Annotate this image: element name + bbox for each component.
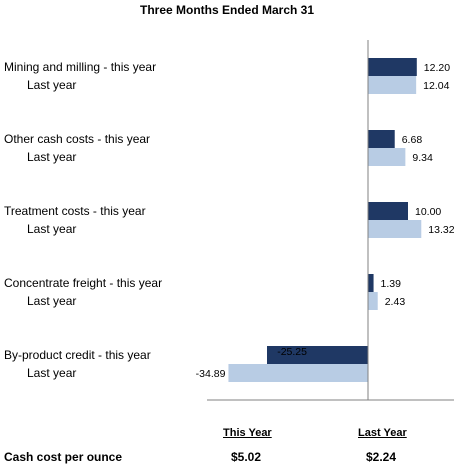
value-label-last-year-0: 12.04 [423, 80, 449, 92]
row-label-this-year-4: By-product credit - this year [4, 348, 151, 362]
value-label-this-year-3: 1.39 [381, 278, 402, 290]
row-label-last-year-1: Last year [27, 150, 76, 164]
value-label-this-year-0: 12.20 [424, 62, 450, 74]
bar-chart: Mining and milling - this year Last year O… [4, 40, 454, 401]
bar-this-year-3 [368, 274, 374, 292]
bar-this-year-4 [267, 346, 368, 364]
value-label-this-year-1: 6.68 [402, 134, 423, 146]
bars [228, 58, 422, 382]
row-label-this-year-3: Concentrate freight - this year [4, 276, 162, 290]
chart-title: Three Months Ended March 31 [139, 3, 315, 17]
value-label-last-year-3: 2.43 [385, 296, 406, 308]
value-label-this-year-4: -25.25 [277, 346, 307, 358]
this-year-cash-cost: $5.02 [231, 450, 262, 464]
this-year-header: This Year [223, 427, 272, 439]
bar-last-year-1 [368, 148, 406, 166]
bar-last-year-2 [368, 220, 422, 238]
cash-cost-label: Cash cost per ounce [4, 450, 123, 464]
value-label-last-year-1: 9.34 [412, 152, 433, 164]
value-labels: 12.20 12.04 6.68 9.34 10.00 13.32 1.39 2.43 -25.… [196, 62, 454, 380]
bar-last-year-4 [228, 364, 368, 382]
row-label-this-year-0: Mining and milling - this year [4, 60, 156, 74]
bar-this-year-1 [368, 130, 395, 148]
bar-last-year-0 [368, 76, 417, 94]
row-labels: Mining and milling - this year Last year O… [4, 60, 162, 380]
row-label-last-year-3: Last year [27, 294, 76, 308]
bar-this-year-0 [368, 58, 417, 76]
row-label-this-year-1: Other cash costs - this year [4, 132, 150, 146]
row-label-this-year-2: Treatment costs - this year [4, 204, 146, 218]
last-year-cash-cost: $2.24 [366, 450, 397, 464]
value-label-this-year-2: 10.00 [415, 206, 441, 218]
last-year-header: Last Year [358, 427, 407, 439]
row-label-last-year-2: Last year [27, 222, 76, 236]
row-label-last-year-4: Last year [27, 366, 76, 380]
bar-this-year-2 [368, 202, 408, 220]
bar-last-year-3 [368, 292, 378, 310]
value-label-last-year-2: 13.32 [428, 224, 454, 236]
row-label-last-year-0: Last year [27, 78, 76, 92]
value-label-last-year-4: -34.89 [196, 368, 226, 380]
